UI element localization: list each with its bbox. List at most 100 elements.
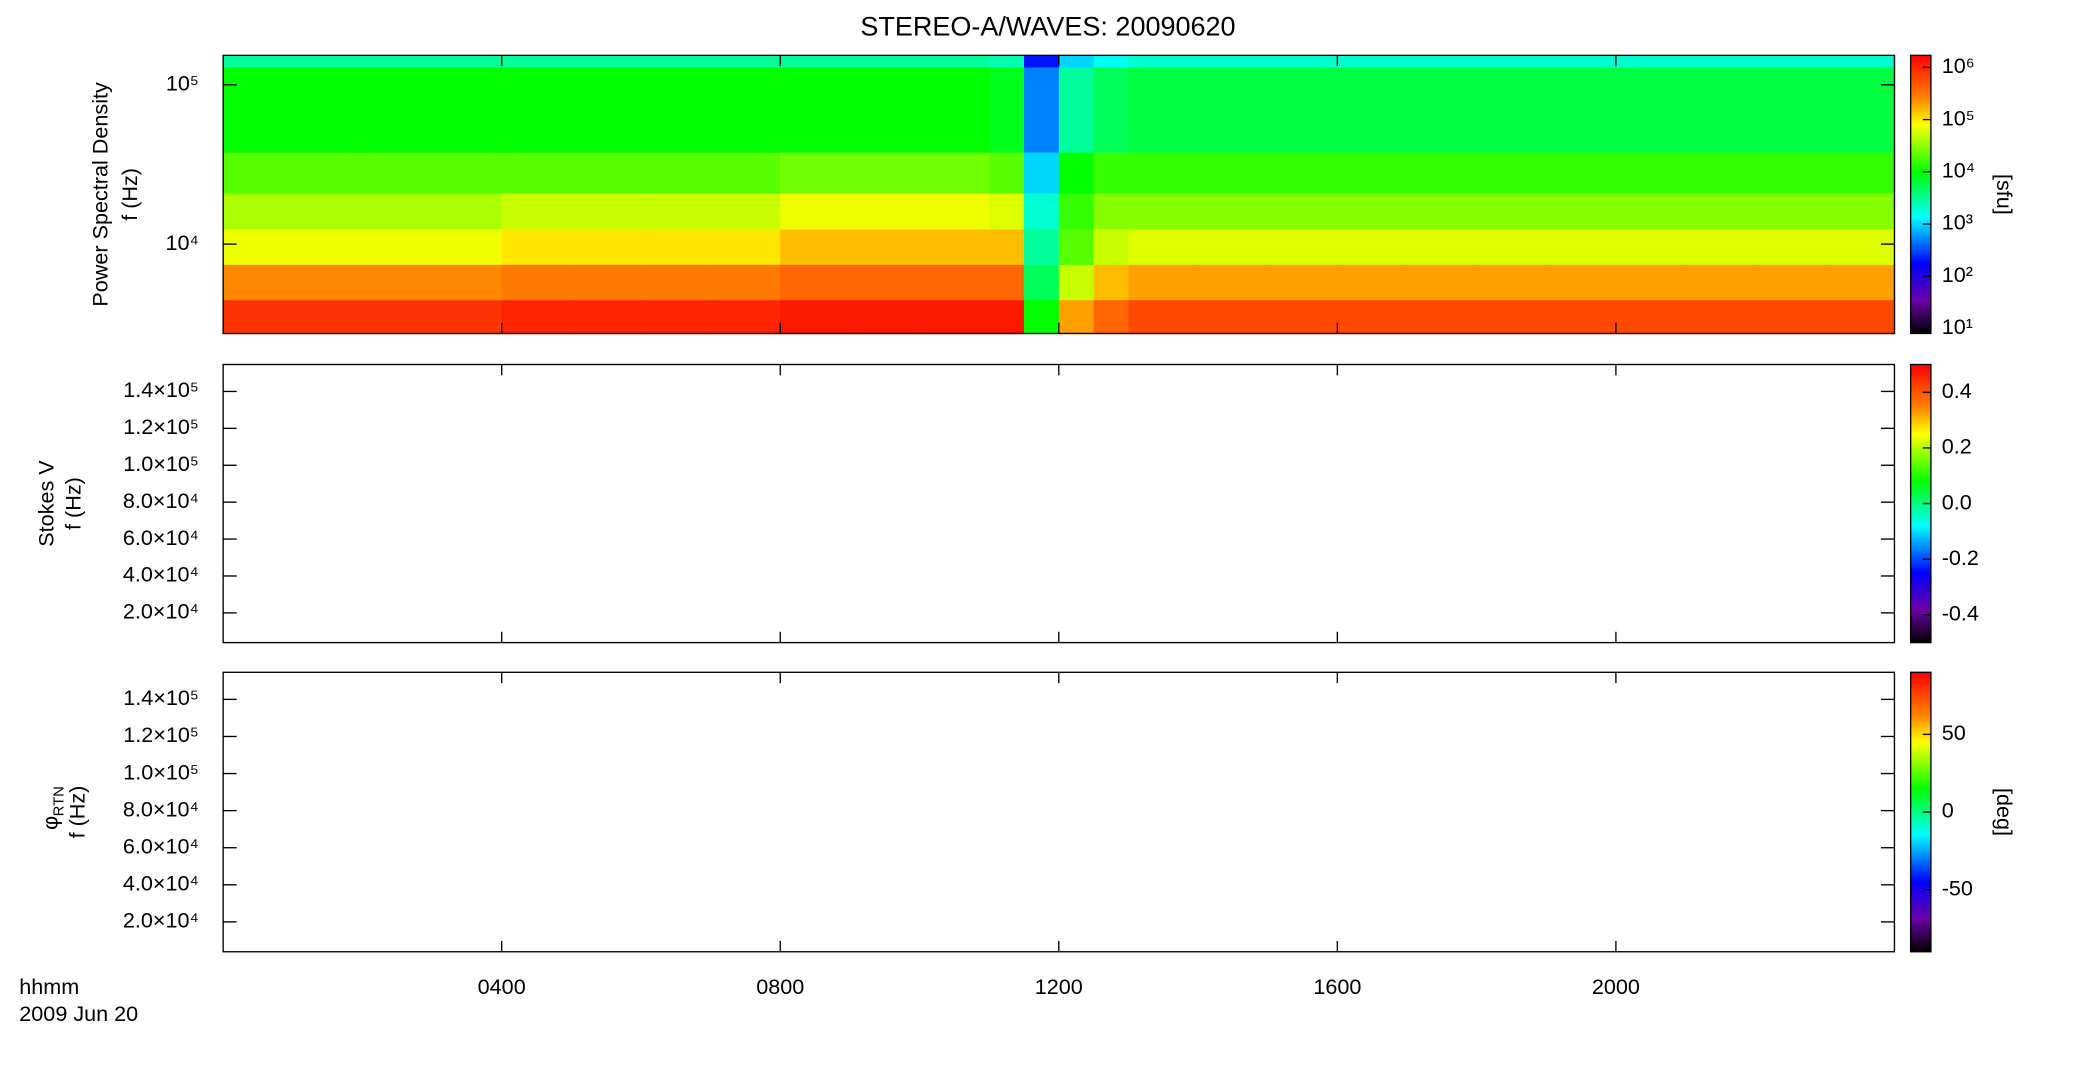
heatmap-cell bbox=[989, 299, 1025, 335]
heatmap-cell bbox=[1824, 151, 1896, 194]
colorbar-tick-label: 10³ bbox=[1942, 210, 1973, 235]
heatmap-cell bbox=[1615, 228, 1687, 265]
heatmap-cell bbox=[710, 299, 782, 335]
heatmap-cell bbox=[1337, 192, 1408, 230]
heatmap-cell bbox=[1128, 66, 1199, 153]
colorbar-tick-label: 10⁶ bbox=[1942, 53, 1975, 78]
heatmap-cell bbox=[1023, 264, 1060, 301]
heatmap-cell bbox=[640, 66, 712, 153]
heatmap-cell bbox=[362, 55, 433, 68]
heatmap-cell bbox=[1546, 299, 1617, 335]
heatmap-cell bbox=[1476, 192, 1548, 230]
heatmap-cell bbox=[1755, 55, 1826, 68]
heatmap-cell bbox=[1615, 264, 1687, 301]
colorbar-tick-label: 50 bbox=[1942, 720, 1966, 745]
heatmap-cell bbox=[1615, 299, 1687, 335]
y-tick-label: 8.0×10⁴ bbox=[123, 796, 199, 821]
heatmap-cell bbox=[1337, 151, 1408, 194]
x-tick-label: 2000 bbox=[1592, 974, 1640, 999]
heatmap-cell bbox=[223, 264, 294, 301]
heatmap-cell bbox=[1198, 55, 1269, 68]
heatmap-cell bbox=[1267, 55, 1339, 68]
heatmap-cell bbox=[223, 228, 294, 265]
x-axis-label: 2009 Jun 20 bbox=[19, 1001, 138, 1026]
heatmap-cell bbox=[1406, 151, 1478, 194]
heatmap-cell bbox=[362, 66, 433, 153]
heatmap-cell bbox=[1476, 151, 1548, 194]
heatmap-cell bbox=[1406, 192, 1478, 230]
y-tick-label: 6.0×10⁴ bbox=[123, 833, 199, 858]
heatmap-cell bbox=[362, 299, 433, 335]
heatmap-cell bbox=[919, 66, 990, 153]
heatmap-cell bbox=[780, 299, 851, 335]
heatmap-cell bbox=[292, 55, 364, 68]
heatmap-cell bbox=[223, 55, 294, 68]
heatmap-cell bbox=[1267, 151, 1339, 194]
heatmap-cell bbox=[1546, 192, 1617, 230]
heatmap-cell bbox=[919, 299, 990, 335]
x-tick-label: 0800 bbox=[756, 974, 804, 999]
heatmap-cell bbox=[710, 66, 782, 153]
colorbar-tick-label: 0.0 bbox=[1942, 489, 1972, 514]
heatmap-cell bbox=[1267, 192, 1339, 230]
heatmap-cell bbox=[1128, 192, 1199, 230]
colorbar-tick-label: 0.2 bbox=[1942, 434, 1972, 459]
heatmap-cell bbox=[1406, 299, 1478, 335]
plot-background bbox=[223, 672, 1895, 952]
heatmap-cell bbox=[571, 66, 642, 153]
y-tick-label: 1.2×10⁵ bbox=[123, 414, 199, 439]
colorbar bbox=[1910, 364, 1931, 643]
colorbar bbox=[1910, 55, 1931, 334]
heatmap-cell bbox=[1337, 264, 1408, 301]
heatmap-cell bbox=[501, 264, 573, 301]
heatmap-cell bbox=[501, 192, 573, 230]
heatmap-cell bbox=[432, 192, 503, 230]
heatmap-cell bbox=[1406, 228, 1478, 265]
heatmap-cell bbox=[1198, 264, 1269, 301]
heatmap-cell bbox=[1128, 151, 1199, 194]
heatmap-cell bbox=[710, 151, 782, 194]
heatmap-cell bbox=[1755, 66, 1826, 153]
heatmap-cell bbox=[223, 192, 294, 230]
y-tick-label: 2.0×10⁴ bbox=[123, 908, 199, 933]
heatmap-cell bbox=[571, 55, 642, 68]
heatmap-cell bbox=[1546, 55, 1617, 68]
heatmap-cell bbox=[780, 192, 851, 230]
heatmap-cell bbox=[1546, 228, 1617, 265]
y-tick-label: 1.0×10⁵ bbox=[123, 759, 199, 784]
heatmap-cell bbox=[710, 192, 782, 230]
y-tick-label: 10⁵ bbox=[166, 70, 199, 95]
heatmap-cell bbox=[1685, 55, 1756, 68]
heatmap-cell bbox=[223, 151, 294, 194]
y-tick-label: 1.0×10⁵ bbox=[123, 451, 199, 476]
colorbar-tick-label: 10² bbox=[1942, 262, 1973, 287]
heatmap-cell bbox=[571, 264, 642, 301]
plot-background bbox=[223, 364, 1895, 643]
heatmap-cell bbox=[919, 264, 990, 301]
colorbar-tick-label: 10⁵ bbox=[1942, 105, 1975, 130]
y-tick-label: 2.0×10⁴ bbox=[123, 599, 199, 624]
heatmap-cell bbox=[1337, 66, 1408, 153]
heatmap-cell bbox=[1128, 228, 1199, 265]
heatmap-cell bbox=[1093, 55, 1130, 68]
heatmap-cell bbox=[1755, 264, 1826, 301]
heatmap-cell bbox=[1058, 228, 1095, 265]
heatmap-cell bbox=[1093, 66, 1130, 153]
heatmap-cell bbox=[1476, 299, 1548, 335]
heatmap-cell bbox=[1267, 228, 1339, 265]
heatmap-cell bbox=[1058, 192, 1095, 230]
heatmap-cell bbox=[780, 151, 851, 194]
spectrogram bbox=[223, 55, 1896, 335]
heatmap-cell bbox=[1023, 66, 1060, 153]
heatmap-cell bbox=[1476, 228, 1548, 265]
heatmap-cell bbox=[1058, 151, 1095, 194]
heatmap-cell bbox=[292, 66, 364, 153]
heatmap-cell bbox=[1755, 192, 1826, 230]
heatmap-cell bbox=[1023, 151, 1060, 194]
heatmap-cell bbox=[1406, 264, 1478, 301]
colorbar-label: [sfu] bbox=[1992, 174, 2017, 215]
heatmap-cell bbox=[1337, 228, 1408, 265]
heatmap-cell bbox=[989, 228, 1025, 265]
y-tick-label: 10⁴ bbox=[166, 230, 199, 255]
